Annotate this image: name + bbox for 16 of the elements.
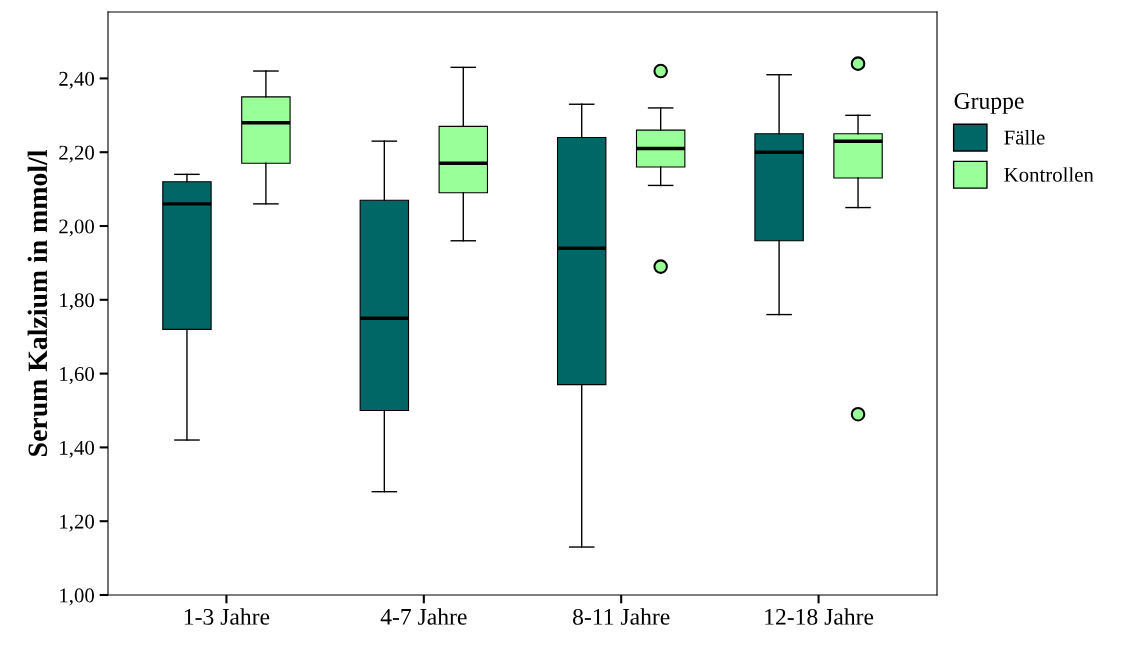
legend-label: Kontrollen <box>1004 167 1094 182</box>
y-tick-label: 2,00 <box>59 219 95 237</box>
x-tick-label: 12-18 Jahre <box>765 608 874 625</box>
x-tick-label: 1-3 Jahre <box>184 608 270 625</box>
y-tick-label: 2,20 <box>59 145 95 163</box>
y-tick-label: 1,80 <box>60 293 95 311</box>
y-tick-label: 2,40 <box>59 71 95 89</box>
x-tick-label: 8-11 Jahre <box>573 608 670 625</box>
y-axis-title: Serum Kalzium in mmol/l <box>27 150 48 456</box>
y-tick-label: 1,20 <box>60 514 95 532</box>
y-tick-label: 1,60 <box>60 366 95 385</box>
legend-title: Gruppe <box>954 93 1024 114</box>
legend-label: Fälle <box>1004 129 1045 145</box>
y-tick-label: 1,00 <box>60 588 95 606</box>
y-tick-label: 1,40 <box>60 440 95 458</box>
x-tick-label: 4-7 Jahre <box>380 608 467 625</box>
